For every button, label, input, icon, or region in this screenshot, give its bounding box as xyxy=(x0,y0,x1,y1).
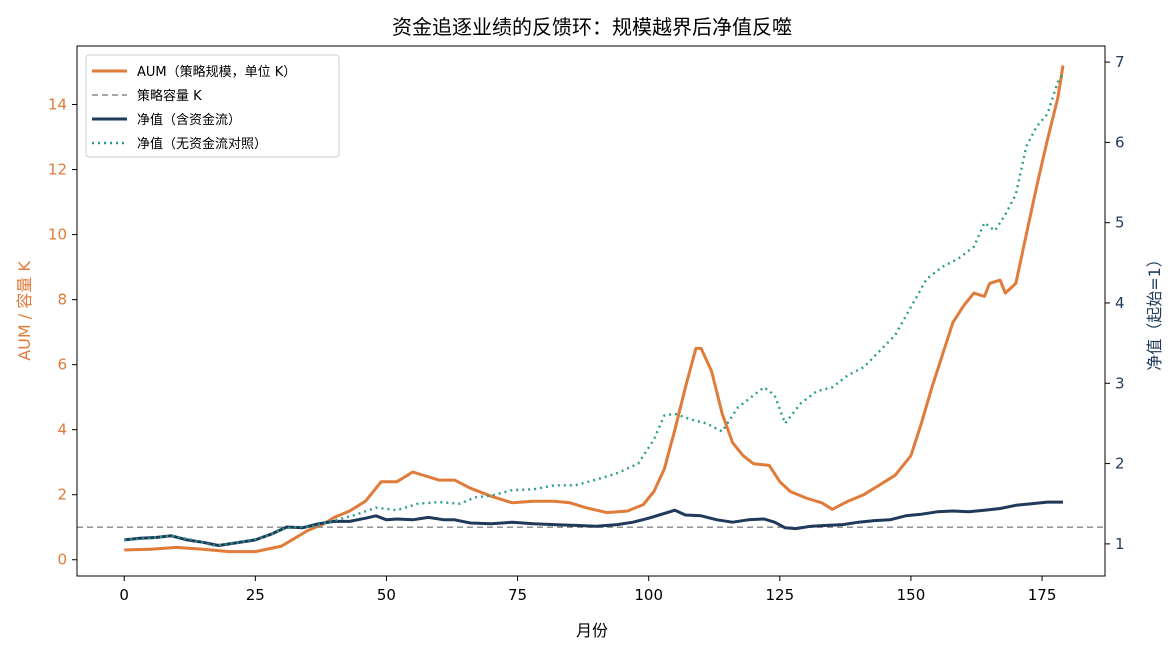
legend-label-0: AUM（策略规模，单位 K） xyxy=(137,64,296,80)
chart-title: 资金追逐业绩的反馈环：规模越界后净值反噬 xyxy=(392,15,792,39)
y-left-axis-ticks: 0 2 4 6 8 10 12 14 xyxy=(48,96,77,569)
y-left-tick-label-0: 0 xyxy=(57,551,67,569)
y-left-tick-label-3: 6 xyxy=(57,356,67,374)
legend-label-3: 净值（无资金流对照） xyxy=(137,136,267,152)
aum-line xyxy=(124,65,1065,554)
nav-line xyxy=(124,500,1063,547)
x-tick-label-3: 75 xyxy=(508,586,527,604)
y-right-tick-label-5: 6 xyxy=(1115,133,1125,151)
x-tick-label-5: 125 xyxy=(765,586,794,604)
legend-box xyxy=(85,54,340,158)
y-left-tick-label-6: 12 xyxy=(48,161,67,179)
y-left-tick-label-7: 14 xyxy=(48,96,67,114)
y-right-tick-label-4: 5 xyxy=(1115,214,1125,232)
x-tick-label-4: 100 xyxy=(634,586,663,604)
nav-noflow-line xyxy=(124,73,1065,547)
y-left-axis-label: AUM / 容量 K xyxy=(15,261,34,361)
y-right-tick-label-6: 7 xyxy=(1115,53,1125,71)
legend-label-2: 净值（含资金流） xyxy=(137,112,241,128)
x-tick-label-0: 0 xyxy=(119,586,129,604)
legend: AUM（策略规模，单位 K） 策略容量 K 净值（含资金流） 净值（无资金流对照） xyxy=(85,54,340,158)
y-right-axis-ticks: 1 2 3 4 5 6 7 xyxy=(1105,53,1125,553)
y-right-tick-label-2: 3 xyxy=(1115,374,1125,392)
y-right-tick-label-3: 4 xyxy=(1115,294,1125,312)
y-right-tick-label-1: 2 xyxy=(1115,455,1125,473)
x-axis-ticks: 0 25 50 75 100 125 150 175 xyxy=(119,576,1056,604)
x-axis-label: 月份 xyxy=(576,621,608,640)
y-left-tick-label-1: 2 xyxy=(57,486,67,504)
y-left-tick-label-5: 10 xyxy=(48,226,67,244)
x-tick-label-2: 50 xyxy=(377,586,396,604)
y-right-tick-label-0: 1 xyxy=(1115,535,1125,553)
x-tick-label-6: 150 xyxy=(897,586,926,604)
plot-lines xyxy=(77,65,1105,554)
plot-frame xyxy=(76,45,1106,577)
y-left-tick-label-2: 4 xyxy=(57,421,67,439)
x-tick-label-7: 175 xyxy=(1028,586,1057,604)
y-left-tick-label-4: 8 xyxy=(57,291,67,309)
x-tick-label-1: 25 xyxy=(246,586,265,604)
legend-label-1: 策略容量 K xyxy=(137,88,202,104)
y-right-axis-label: 净值（起始=1） xyxy=(1145,251,1164,371)
